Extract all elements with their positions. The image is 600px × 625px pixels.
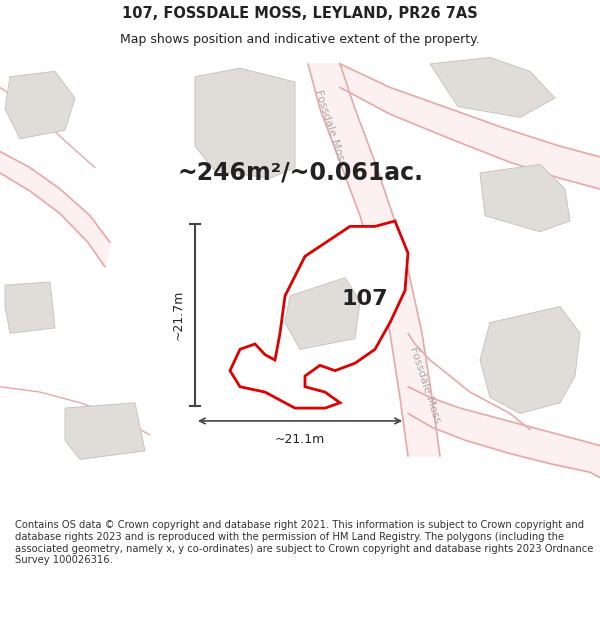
Polygon shape: [285, 278, 360, 349]
Text: 107, FOSSDALE MOSS, LEYLAND, PR26 7AS: 107, FOSSDALE MOSS, LEYLAND, PR26 7AS: [122, 6, 478, 21]
Text: ~246m²/~0.061ac.: ~246m²/~0.061ac.: [177, 161, 423, 185]
Polygon shape: [480, 306, 580, 414]
Text: 107: 107: [341, 289, 388, 309]
Polygon shape: [308, 64, 440, 456]
Polygon shape: [430, 58, 555, 118]
Polygon shape: [480, 164, 570, 232]
Polygon shape: [5, 282, 55, 333]
Polygon shape: [5, 71, 75, 139]
Text: Contains OS data © Crown copyright and database right 2021. This information is : Contains OS data © Crown copyright and d…: [15, 521, 593, 565]
Polygon shape: [408, 387, 600, 478]
Polygon shape: [230, 221, 408, 408]
Text: Map shows position and indicative extent of the property.: Map shows position and indicative extent…: [120, 32, 480, 46]
Text: Fossdale Moss: Fossdale Moss: [408, 345, 442, 424]
Polygon shape: [65, 402, 145, 459]
Text: ~21.7m: ~21.7m: [172, 290, 185, 340]
Polygon shape: [340, 64, 600, 189]
Polygon shape: [0, 151, 110, 267]
Polygon shape: [195, 68, 295, 178]
Text: ~21.1m: ~21.1m: [275, 433, 325, 446]
Text: Fossdale Moss: Fossdale Moss: [313, 89, 347, 168]
